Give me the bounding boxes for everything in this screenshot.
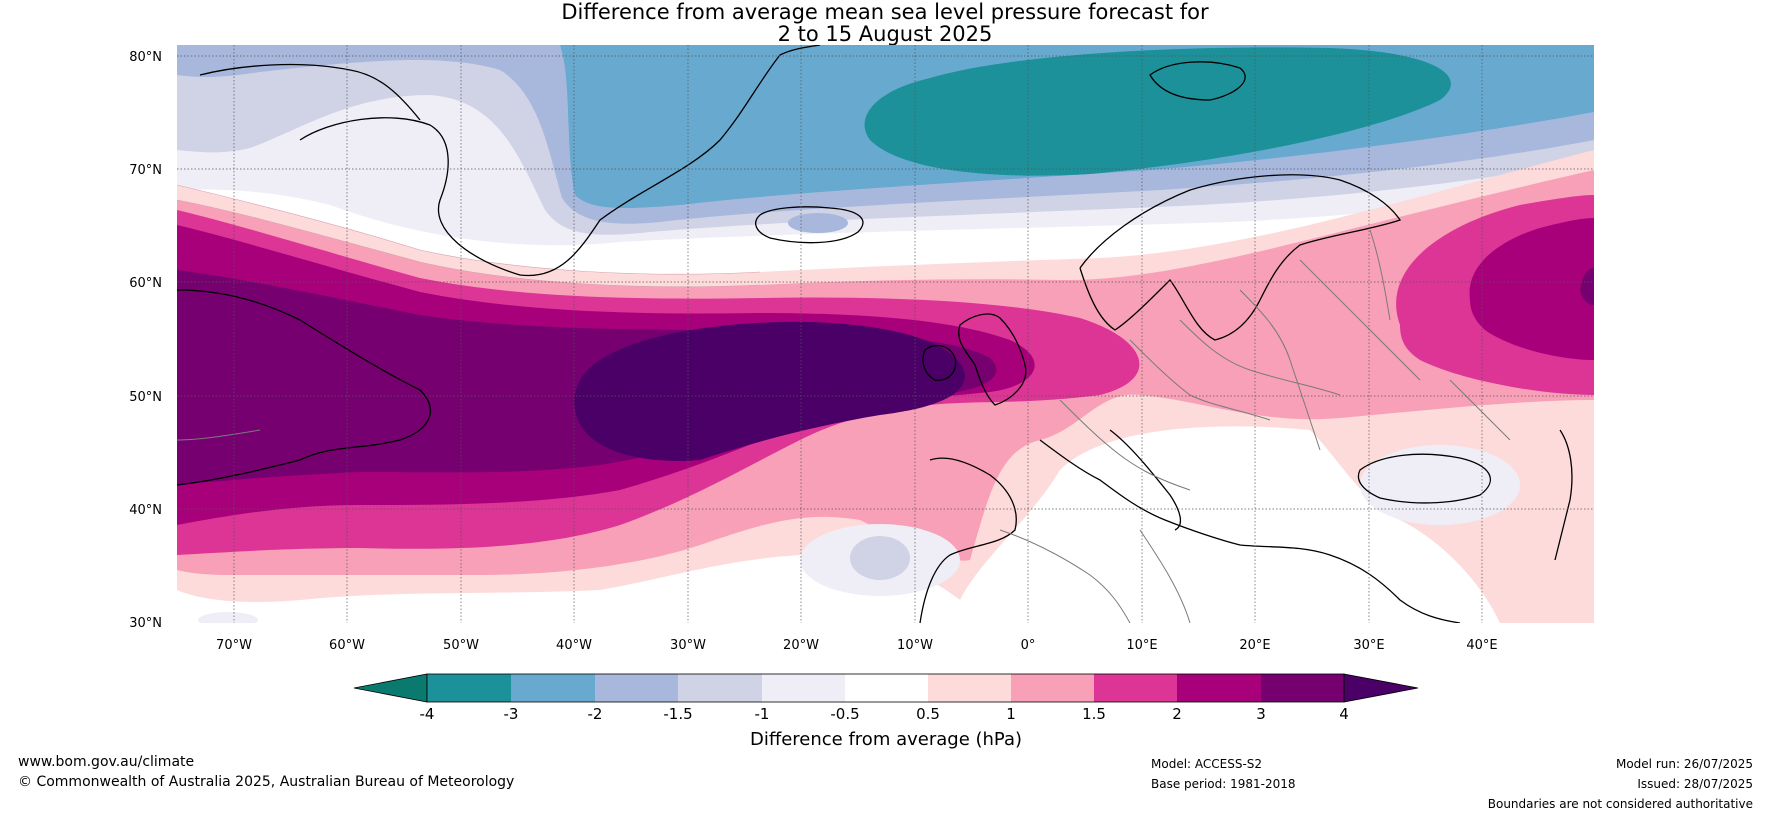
footer-model: Model: ACCESS-S2 [1151, 757, 1263, 771]
lon-label: 40°E [1466, 638, 1497, 653]
colorbar-swatch [845, 674, 928, 702]
anomaly-neg-blob-south-inner [850, 536, 910, 580]
lon-label: 0° [1021, 638, 1036, 653]
colorbar-tick: -1 [755, 705, 770, 723]
lon-label: 30°E [1353, 638, 1384, 653]
lon-label: 10°W [897, 638, 933, 653]
colorbar-tick: -4 [420, 705, 435, 723]
colorbar-label: Difference from average (hPa) [750, 729, 1022, 750]
map-title-line-2: 2 to 15 August 2025 [777, 22, 993, 46]
colorbar-swatch [1011, 674, 1094, 702]
anomaly-neg-3 [864, 47, 1451, 176]
footer-site-link[interactable]: www.bom.gov.au/climate [18, 754, 195, 770]
coast-ireland [922, 344, 957, 381]
footer-base-period: Base period: 1981-2018 [1151, 777, 1296, 791]
lat-label: 50°N [129, 390, 162, 405]
lon-label: 50°W [443, 638, 479, 653]
footer-issued: Issued: 28/07/2025 [1637, 777, 1753, 791]
contour-lines [177, 184, 761, 288]
colorbar-tick: 1 [1006, 705, 1016, 723]
colorbar-tick: -1.5 [663, 705, 692, 723]
coast-iberia-africa [919, 457, 1017, 623]
coast-svalbard [1149, 61, 1246, 101]
lat-labels: 80°N 70°N 60°N 50°N 40°N 30°N [129, 50, 162, 631]
footer-copyright: © Commonwealth of Australia 2025, Austra… [18, 774, 515, 790]
footer-model-run: Model run: 26/07/2025 [1615, 757, 1753, 771]
lat-label: 80°N [129, 50, 162, 65]
coast-british-isles [958, 313, 1027, 406]
colorbar-swatch [762, 674, 845, 702]
lon-label: 10°E [1126, 638, 1157, 653]
lat-label: 60°N [129, 276, 162, 291]
coast-scandinavia [1079, 174, 1402, 341]
colorbar-frame [426, 673, 1345, 703]
lon-label: 40°W [556, 638, 592, 653]
lat-label: 30°N [129, 616, 162, 631]
coast-caspian [1554, 429, 1573, 561]
country-borders [177, 229, 1511, 623]
colorbar-swatch [1261, 674, 1344, 702]
graticule [177, 45, 1594, 623]
colorbar-extend-high [1343, 673, 1419, 703]
colorbar-tick: 2 [1172, 705, 1182, 723]
colorbar-swatch [595, 674, 678, 702]
anomaly-neg-blob-west [198, 612, 258, 623]
colorbar-tick: 4 [1339, 705, 1349, 723]
anomaly-east-2 [1469, 218, 1594, 360]
lon-labels: 70°W 60°W 50°W 40°W 30°W 20°W 10°W 0° 10… [216, 638, 1498, 653]
map-title-line-1: Difference from average mean sea level p… [561, 0, 1209, 24]
coast-italy [1109, 429, 1182, 531]
lat-label: 40°N [129, 503, 162, 518]
anomaly-pos-4 [574, 321, 965, 461]
colorbar-swatch [427, 674, 511, 702]
footer-disclaimer: Boundaries are not considered authoritat… [1487, 797, 1753, 811]
colorbar-tick: -3 [504, 705, 519, 723]
anomaly-east-3 [1580, 268, 1594, 305]
lat-label: 70°N [129, 163, 162, 178]
coastlines [177, 45, 1573, 623]
lon-label: 60°W [329, 638, 365, 653]
colorbar-tick: -0.5 [830, 705, 859, 723]
coast-labrador [177, 289, 431, 486]
coast-black-sea [1357, 453, 1492, 504]
colorbar-swatch [511, 674, 595, 702]
lon-label: 20°E [1239, 638, 1270, 653]
colorbar-swatch [678, 674, 762, 702]
anomaly-neg-blob-black-sea [1360, 445, 1520, 525]
colorbar-swatch [1177, 674, 1261, 702]
coast-greenland-north [199, 63, 421, 121]
lon-label: 30°W [670, 638, 706, 653]
lon-label: 70°W [216, 638, 252, 653]
colorbar-extend-low [353, 673, 428, 703]
colorbar-tick-labels: -4 -3 -2 -1.5 -1 -0.5 0.5 1 1.5 2 3 4 [420, 705, 1349, 723]
coast-iceland [755, 206, 864, 244]
colorbar-tick: 0.5 [916, 705, 940, 723]
colorbar-swatch [928, 674, 1011, 702]
colorbar-tick: 1.5 [1082, 705, 1106, 723]
colorbar-tick: -2 [588, 705, 603, 723]
lon-label: 20°W [783, 638, 819, 653]
anomaly-neg-blob-iceland [788, 213, 848, 233]
coast-mediterranean [1039, 439, 1461, 623]
colorbar-swatch [1094, 674, 1177, 702]
colorbar-tick: 3 [1256, 705, 1266, 723]
colorbar: -4 -3 -2 -1.5 -1 -0.5 0.5 1 1.5 2 3 4 Di… [353, 673, 1419, 750]
coast-greenland [299, 45, 821, 277]
pressure-anomaly-field [177, 45, 1594, 623]
